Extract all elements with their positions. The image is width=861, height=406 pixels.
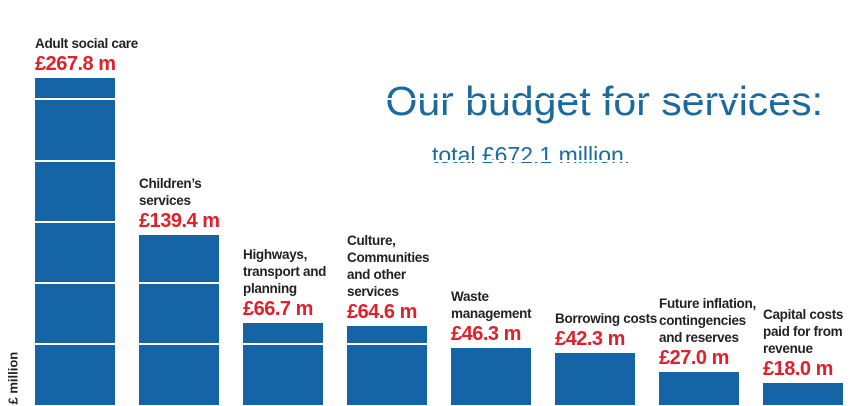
bar-label: Highways, transport and planning £66.7 m [243,246,349,323]
bar [659,372,739,405]
value-label: £66.7 m [243,298,313,321]
grid-line [30,98,850,101]
category-label: Future inflation, contingencies and rese… [659,296,756,345]
bar [555,353,635,405]
grid-line [30,281,850,284]
bar [243,323,323,405]
value-label: £139.4 m [139,209,220,232]
bar-label: Children’s services £139.4 m [139,175,245,235]
chart-subtitle: total £672.1 million. [432,142,631,168]
bar [347,326,427,405]
category-label: Borrowing costs [555,311,658,327]
value-label: £64.6 m [347,301,417,324]
grid-line [30,342,850,345]
y-axis-label: £ million [5,351,21,405]
value-label: £46.3 m [451,323,521,346]
grid-line [30,220,850,223]
category-label: Highways, transport and planning [243,247,327,297]
bar [35,77,115,405]
value-label: £18.0 m [763,358,833,380]
category-label: Children’s services [139,175,202,208]
bar-label: Future inflation, contingencies and rese… [659,295,765,372]
bar-label: Borrowing costs £42.3 m [555,310,661,353]
grid-line [30,159,850,162]
category-label: Waste management [451,289,532,322]
value-label: £267.8 m [35,52,116,75]
bar-label: Waste management £46.3 m [451,288,557,348]
category-label: Capital costs paid for from revenue [763,307,844,356]
bar [451,348,531,405]
bar-label: Culture, Communities and other services £… [347,232,453,326]
bar-label: Capital costs paid for from revenue £18.0… [763,306,861,383]
value-label: £42.3 m [555,328,625,351]
category-label: Culture, Communities and other services [347,233,430,300]
bar [139,234,219,405]
category-label: Adult social care [35,35,138,51]
value-label: £27.0 m [659,347,729,369]
chart-title: Our budget for services: [385,78,823,124]
bar [763,383,843,405]
bar-label: Adult social care £267.8 m [35,35,141,78]
